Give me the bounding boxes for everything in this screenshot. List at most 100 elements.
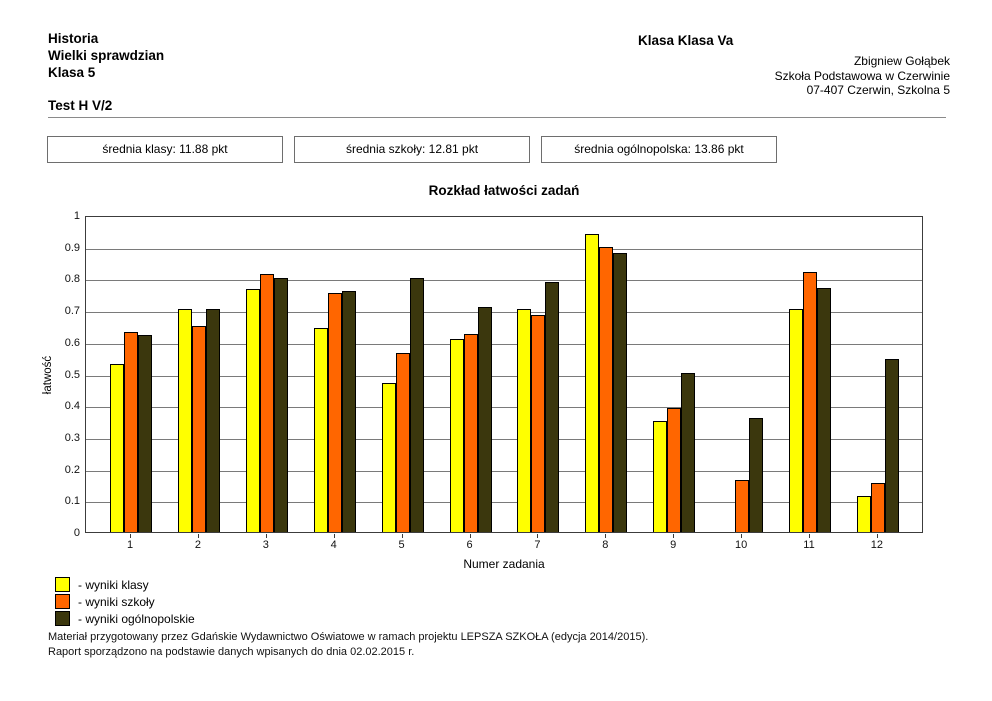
x-axis-tick-mark bbox=[197, 534, 199, 538]
gridline bbox=[86, 407, 922, 409]
bar-wyniki-klasy-zadanie-2 bbox=[177, 309, 192, 532]
test-type: Wielki sprawdzian bbox=[48, 48, 165, 63]
x-axis-tick-label: 3 bbox=[262, 539, 269, 551]
stat-box-school-average: średnia szkoły: 12.81 pkt bbox=[294, 136, 530, 163]
bar-wyniki-szkoły-zadanie-11 bbox=[803, 272, 817, 532]
bar-wyniki-klasy-zadanie-4 bbox=[313, 328, 328, 532]
bar-wyniki-ogólnopolskie-zadanie-5 bbox=[409, 278, 424, 532]
y-axis-tick-label: 0.6 bbox=[64, 336, 80, 349]
legend-swatch-school bbox=[55, 594, 70, 609]
bar-wyniki-ogólnopolskie-zadanie-12 bbox=[884, 359, 899, 532]
bar-wyniki-klasy-zadanie-9 bbox=[653, 421, 668, 532]
bar-wyniki-ogólnopolskie-zadanie-7 bbox=[545, 282, 560, 532]
bar-wyniki-klasy-zadanie-11 bbox=[789, 309, 803, 532]
x-axis-tick-mark bbox=[876, 534, 878, 538]
y-axis-tick-label: 0.9 bbox=[64, 241, 80, 254]
footer-line-2: Raport sporządzono na podstawie danych w… bbox=[48, 646, 415, 658]
footer-notes: Materiał przygotowany przez Gdańskie Wyd… bbox=[48, 630, 948, 660]
x-axis-tick-label: 5 bbox=[398, 539, 405, 551]
legend-label-school: - wyniki szkoły bbox=[78, 595, 155, 609]
y-axis-tick-label: 0.7 bbox=[64, 305, 80, 318]
x-axis-tick-mark bbox=[605, 534, 607, 538]
school-name: Szkoła Podstawowa w Czerwinie bbox=[774, 68, 950, 83]
bar-wyniki-klasy-zadanie-3 bbox=[245, 289, 260, 532]
bar-wyniki-szkoły-zadanie-7 bbox=[531, 315, 546, 532]
y-axis-tick-label: 0.4 bbox=[64, 400, 80, 413]
gridline bbox=[86, 470, 922, 472]
legend-label-class: - wyniki klasy bbox=[78, 578, 149, 592]
chart-title: Rozkład łatwości zadań bbox=[428, 183, 580, 198]
x-axis-tick-mark bbox=[673, 534, 675, 538]
gridline bbox=[86, 248, 922, 250]
y-axis-tick-label: 0.1 bbox=[64, 495, 80, 508]
bar-wyniki-ogólnopolskie-zadanie-1 bbox=[138, 335, 152, 532]
grade-label: Klasa 5 bbox=[48, 65, 96, 80]
bar-wyniki-klasy-zadanie-8 bbox=[585, 234, 600, 532]
header-divider bbox=[48, 117, 946, 118]
bar-wyniki-klasy-zadanie-6 bbox=[449, 339, 464, 532]
x-axis-tick-mark bbox=[809, 534, 810, 538]
bar-wyniki-klasy-zadanie-1 bbox=[110, 364, 124, 532]
gridline bbox=[86, 312, 922, 314]
legend-swatch-class bbox=[55, 577, 70, 592]
x-axis-tick-label: 7 bbox=[534, 539, 541, 551]
class-label: Klasa Klasa Va bbox=[638, 33, 734, 48]
bar-wyniki-ogólnopolskie-zadanie-2 bbox=[205, 309, 220, 532]
bar-wyniki-szkoły-zadanie-9 bbox=[667, 408, 682, 532]
bar-wyniki-szkoły-zadanie-12 bbox=[870, 483, 885, 532]
y-axis-tick-label: 0.3 bbox=[64, 431, 80, 444]
gridline bbox=[86, 343, 922, 345]
y-axis-tick-label: 0.8 bbox=[64, 273, 80, 286]
bar-wyniki-klasy-zadanie-5 bbox=[381, 383, 396, 532]
footer-line-1: Materiał przygotowany przez Gdańskie Wyd… bbox=[48, 631, 649, 643]
school-address: 07-407 Czerwin, Szkolna 5 bbox=[806, 83, 950, 97]
bar-chart-plot-area bbox=[85, 216, 923, 533]
x-axis-tick-mark bbox=[469, 534, 471, 538]
bar-wyniki-ogólnopolskie-zadanie-11 bbox=[817, 288, 831, 532]
x-axis-tick-label: 10 bbox=[734, 539, 748, 551]
y-axis-tick-label: 0.2 bbox=[64, 463, 80, 476]
bar-wyniki-szkoły-zadanie-2 bbox=[191, 326, 206, 532]
x-axis-tick-mark bbox=[130, 534, 131, 538]
bar-wyniki-ogólnopolskie-zadanie-9 bbox=[681, 373, 696, 532]
bar-wyniki-ogólnopolskie-zadanie-10 bbox=[749, 418, 764, 532]
legend-swatch-national bbox=[55, 611, 70, 626]
bar-wyniki-ogólnopolskie-zadanie-4 bbox=[341, 291, 356, 532]
bar-wyniki-ogólnopolskie-zadanie-3 bbox=[273, 278, 288, 532]
stat-box-class-average: średnia klasy: 11.88 pkt bbox=[47, 136, 283, 163]
x-axis-tick-mark bbox=[537, 534, 539, 538]
bar-wyniki-szkoły-zadanie-10 bbox=[735, 480, 750, 532]
legend-label-national: - wyniki ogólnopolskie bbox=[78, 612, 195, 626]
bar-wyniki-ogólnopolskie-zadanie-8 bbox=[613, 253, 628, 532]
teacher-name: Zbigniew Gołąbek bbox=[853, 54, 950, 68]
bar-wyniki-szkoły-zadanie-5 bbox=[395, 353, 410, 532]
gridline bbox=[86, 375, 922, 377]
x-axis-tick-label: 1 bbox=[126, 539, 134, 551]
x-axis-tick-mark bbox=[741, 534, 743, 538]
x-axis-label: Numer zadania bbox=[463, 557, 545, 571]
y-axis-tick-label: 1 bbox=[73, 210, 80, 222]
y-axis-tick-label: 0 bbox=[73, 527, 80, 539]
x-axis-tick-label: 6 bbox=[466, 539, 473, 551]
test-id: Test H V/2 bbox=[48, 98, 113, 113]
bar-wyniki-szkoły-zadanie-6 bbox=[463, 334, 478, 532]
x-axis-tick-label: 12 bbox=[870, 539, 884, 551]
x-axis-tick-mark bbox=[401, 534, 403, 538]
bar-wyniki-szkoły-zadanie-8 bbox=[599, 247, 614, 532]
gridline bbox=[86, 502, 922, 504]
x-axis-tick-label: 8 bbox=[602, 539, 609, 551]
x-axis-tick-mark bbox=[333, 534, 335, 538]
gridline bbox=[86, 280, 922, 282]
bar-wyniki-klasy-zadanie-12 bbox=[856, 496, 871, 532]
bar-wyniki-szkoły-zadanie-4 bbox=[327, 293, 342, 532]
header-left-block: Historia Wielki sprawdzian Klasa 5 bbox=[48, 30, 164, 81]
header-right-block: Zbigniew Gołąbek Szkoła Podstawowa w Cze… bbox=[600, 54, 950, 98]
x-axis-tick-label: 4 bbox=[330, 539, 337, 551]
bar-wyniki-klasy-zadanie-7 bbox=[517, 309, 532, 532]
bar-wyniki-szkoły-zadanie-1 bbox=[124, 332, 138, 532]
subject-title: Historia bbox=[48, 31, 99, 46]
stat-box-national-average: średnia ogólnopolska: 13.86 pkt bbox=[541, 136, 777, 163]
gridline bbox=[86, 438, 922, 440]
x-axis-tick-label: 9 bbox=[670, 539, 677, 551]
